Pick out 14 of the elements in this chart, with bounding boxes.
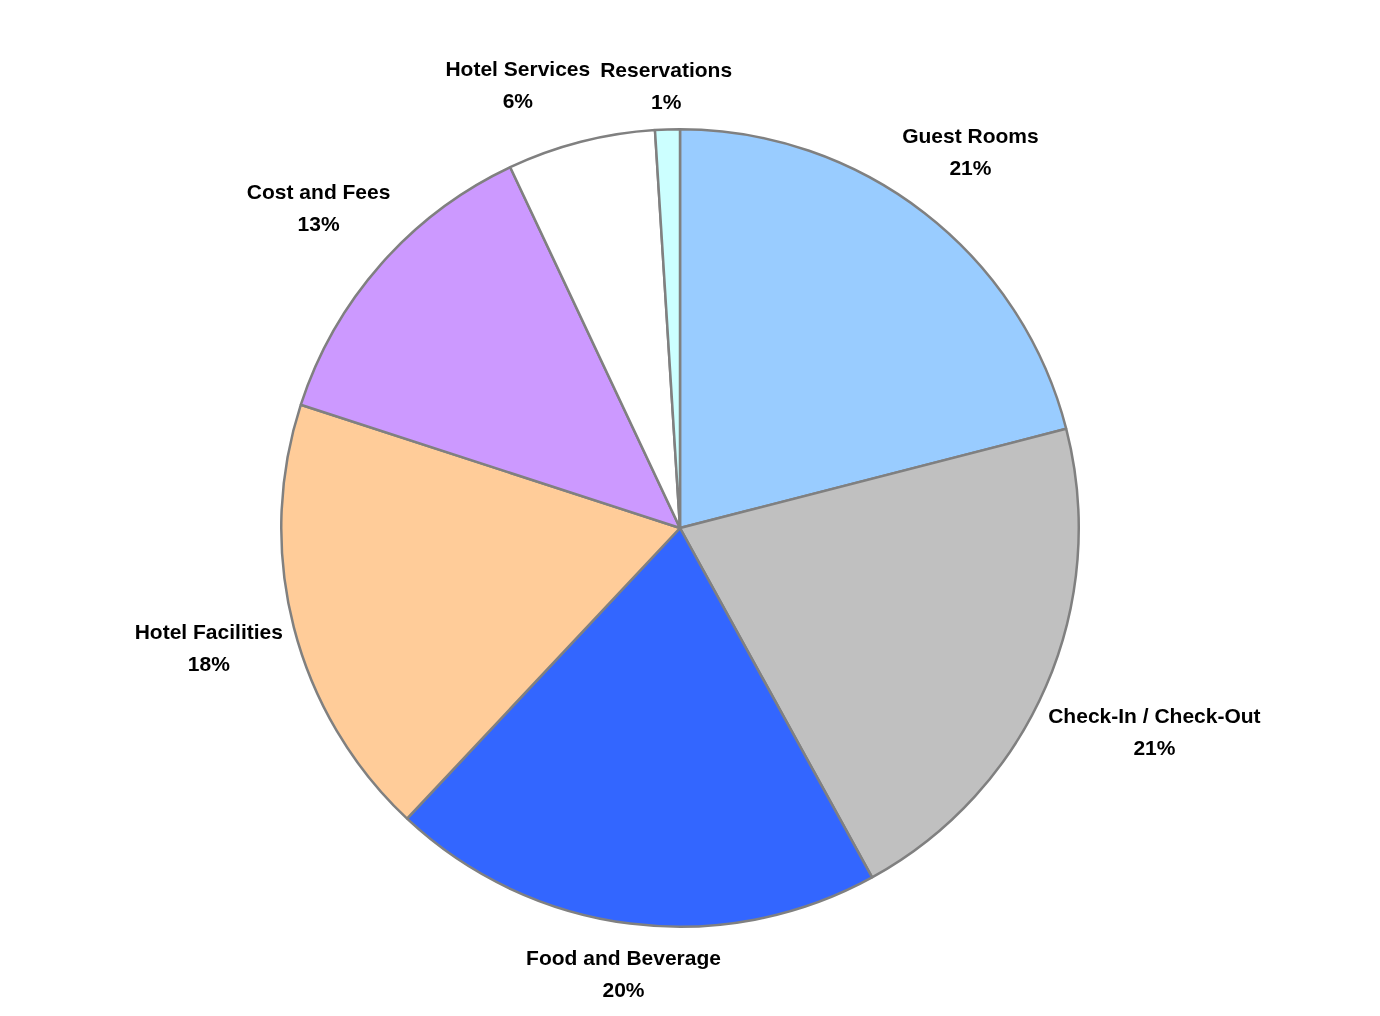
data-label: 21% (1133, 736, 1176, 760)
data-label: 20% (602, 977, 645, 1001)
slice-label: Hotel Facilities (134, 619, 283, 643)
data-label: 13% (297, 212, 340, 236)
slice-label: Hotel Services (445, 57, 591, 81)
slice-label: Check-In / Check-Out (1048, 704, 1261, 728)
slice-label: Reservations (600, 58, 733, 82)
data-label: 1% (650, 90, 682, 114)
slice-label: Food and Beverage (526, 945, 721, 969)
slice-label: Guest Rooms (902, 124, 1039, 148)
slice-label: Cost and Fees (246, 180, 391, 204)
data-label: 21% (949, 156, 992, 180)
data-label: 6% (502, 89, 534, 113)
data-label: 18% (187, 651, 231, 675)
